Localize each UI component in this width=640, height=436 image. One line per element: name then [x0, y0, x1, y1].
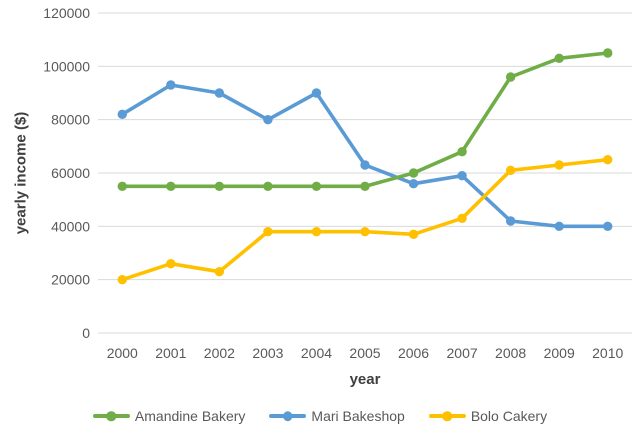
data-point-bolo-cakery-2007: [457, 213, 467, 224]
data-point-mari-bakeshop-2000: [117, 109, 127, 120]
data-point-bolo-cakery-2006: [408, 229, 419, 240]
data-point-bolo-cakery-2002: [214, 266, 225, 277]
data-point-mari-bakeshop-2004: [311, 88, 322, 98]
data-point-mari-bakeshop-2007: [457, 170, 467, 181]
data-point-bolo-cakery-2000: [117, 274, 127, 285]
x-tick-label: 2002: [204, 345, 235, 361]
y-tick-label: 100000: [43, 58, 90, 74]
legend-item-mari-bakeshop: Mari Bakeshop: [269, 408, 405, 424]
data-point-bolo-cakery-2004: [311, 226, 322, 237]
x-tick-label: 2005: [349, 345, 380, 361]
y-tick-label: 120000: [43, 5, 90, 21]
y-tick-label: 40000: [51, 218, 90, 234]
data-point-bolo-cakery-2001: [166, 258, 176, 269]
x-tick-label: 2007: [447, 345, 478, 361]
chart-legend: Amandine Bakery Mari Bakeshop Bolo Cakery: [0, 406, 640, 426]
data-point-amandine-bakery-2006: [408, 168, 419, 178]
data-point-amandine-bakery-2009: [554, 53, 564, 64]
data-point-mari-bakeshop-2008: [505, 216, 516, 226]
data-point-mari-bakeshop-2010: [603, 221, 613, 232]
x-tick-label: 2010: [592, 345, 623, 361]
data-point-mari-bakeshop-2006: [408, 178, 419, 189]
legend-label: Amandine Bakery: [134, 408, 246, 424]
data-point-mari-bakeshop-2001: [166, 80, 176, 90]
x-axis-title: year: [349, 371, 381, 388]
data-point-bolo-cakery-2003: [263, 226, 273, 237]
data-point-bolo-cakery-2010: [603, 154, 613, 165]
legend-item-amandine-bakery: Amandine Bakery: [92, 408, 246, 424]
data-point-mari-bakeshop-2003: [263, 114, 273, 125]
series-line-mari-bakeshop: [120, 83, 610, 229]
data-point-amandine-bakery-2002: [214, 181, 225, 192]
x-tick-label: 2000: [107, 345, 138, 361]
data-point-bolo-cakery-2005: [360, 226, 370, 237]
legend-label: Bolo Cakery: [470, 408, 548, 424]
data-point-amandine-bakery-2008: [505, 72, 516, 82]
data-point-amandine-bakery-2000: [117, 181, 127, 192]
data-point-mari-bakeshop-2002: [214, 88, 225, 98]
x-tick-label: 2004: [301, 345, 332, 361]
x-tick-label: 2006: [398, 345, 429, 361]
data-point-amandine-bakery-2001: [166, 181, 176, 192]
x-tick-label: 2009: [544, 345, 575, 361]
y-axis-title: yearly income ($): [12, 111, 30, 235]
y-tick-label: 80000: [51, 112, 90, 128]
legend-marker-icon: [92, 411, 130, 421]
y-tick-label: 60000: [51, 165, 90, 181]
legend-item-bolo-cakery: Bolo Cakery: [428, 408, 548, 424]
data-point-bolo-cakery-2009: [554, 160, 564, 170]
x-tick-label: 2003: [252, 345, 283, 361]
x-tick-label: 2008: [495, 345, 526, 361]
data-point-mari-bakeshop-2005: [360, 160, 370, 170]
data-point-amandine-bakery-2003: [263, 181, 273, 192]
data-point-amandine-bakery-2010: [603, 48, 613, 58]
series-line-bolo-cakery: [120, 157, 610, 282]
legend-marker-icon: [428, 411, 466, 421]
data-point-bolo-cakery-2008: [505, 165, 516, 176]
y-tick-label: 20000: [51, 272, 90, 288]
legend-label: Mari Bakeshop: [311, 408, 405, 424]
x-tick-label: 2001: [155, 345, 186, 361]
data-point-amandine-bakery-2004: [311, 181, 322, 192]
data-point-amandine-bakery-2005: [360, 181, 370, 192]
data-point-amandine-bakery-2007: [457, 146, 467, 157]
data-point-mari-bakeshop-2009: [554, 221, 564, 232]
y-tick-label: 0: [82, 325, 90, 341]
legend-marker-icon: [269, 411, 307, 421]
